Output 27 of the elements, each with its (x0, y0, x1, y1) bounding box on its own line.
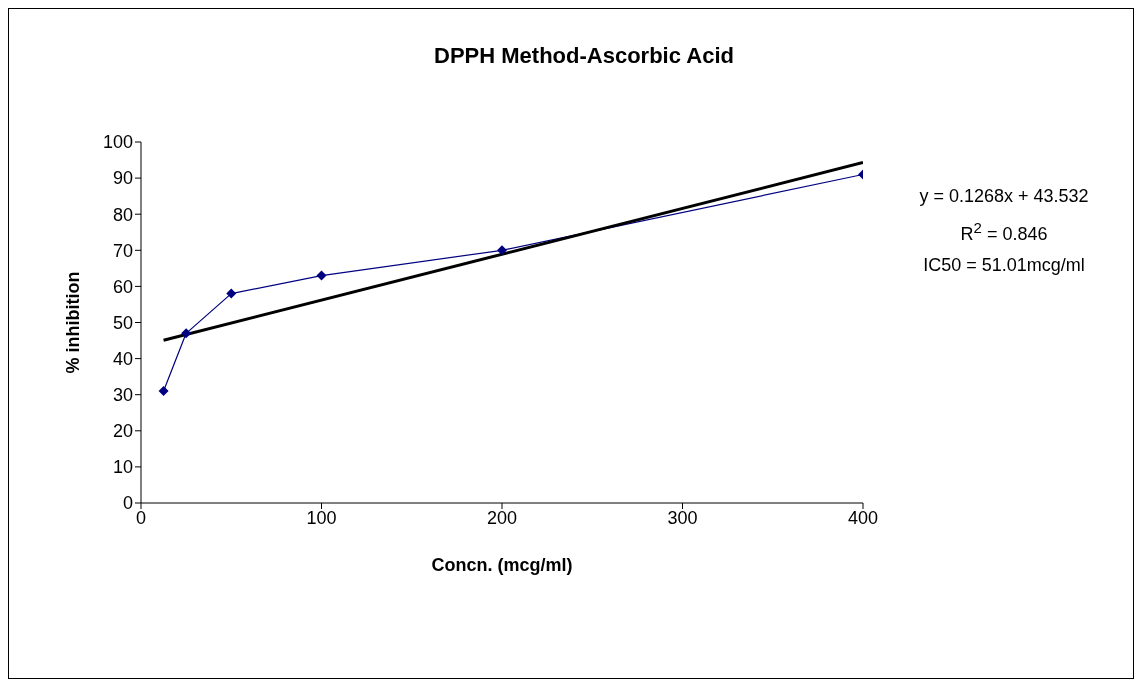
text: IC50 = 51.01mcg/ml (922, 254, 1086, 277)
y-tick-label: 100 (102, 132, 133, 153)
y-tick-label: 30 (112, 385, 133, 406)
y-tick-label: 90 (112, 168, 133, 189)
y-tick-label: 10 (112, 457, 133, 478)
y-tick-label: 50 (112, 312, 133, 333)
x-tick-label: 200 (486, 507, 518, 528)
point (181, 328, 192, 339)
x-tick-label: 400 (847, 507, 879, 528)
x-tick-label: 300 (667, 507, 698, 528)
y-tick-label: 20 (112, 421, 133, 442)
y-tick-label: 60 (112, 276, 133, 297)
x-axis-title: Concn. (mcg/ml) (431, 555, 573, 575)
point (226, 288, 237, 299)
y-tick-label: 0 (122, 493, 133, 514)
y-axis-title: % inhibition (63, 271, 84, 374)
y-tick-label: 70 (112, 240, 133, 261)
point (497, 245, 507, 256)
point (158, 386, 169, 397)
point (316, 270, 327, 281)
text: R$^{2}$ = 0.846 (959, 218, 1049, 246)
x-tick-label: 100 (306, 507, 337, 528)
y-tick-label: 40 (112, 348, 133, 369)
text: y = 0.1268x + 43.532 (918, 185, 1090, 208)
chart-title: DPPH Method-Ascorbic Acid (433, 43, 735, 69)
x-tick-label: 0 (135, 507, 147, 528)
y-tick-label: 80 (112, 204, 133, 225)
